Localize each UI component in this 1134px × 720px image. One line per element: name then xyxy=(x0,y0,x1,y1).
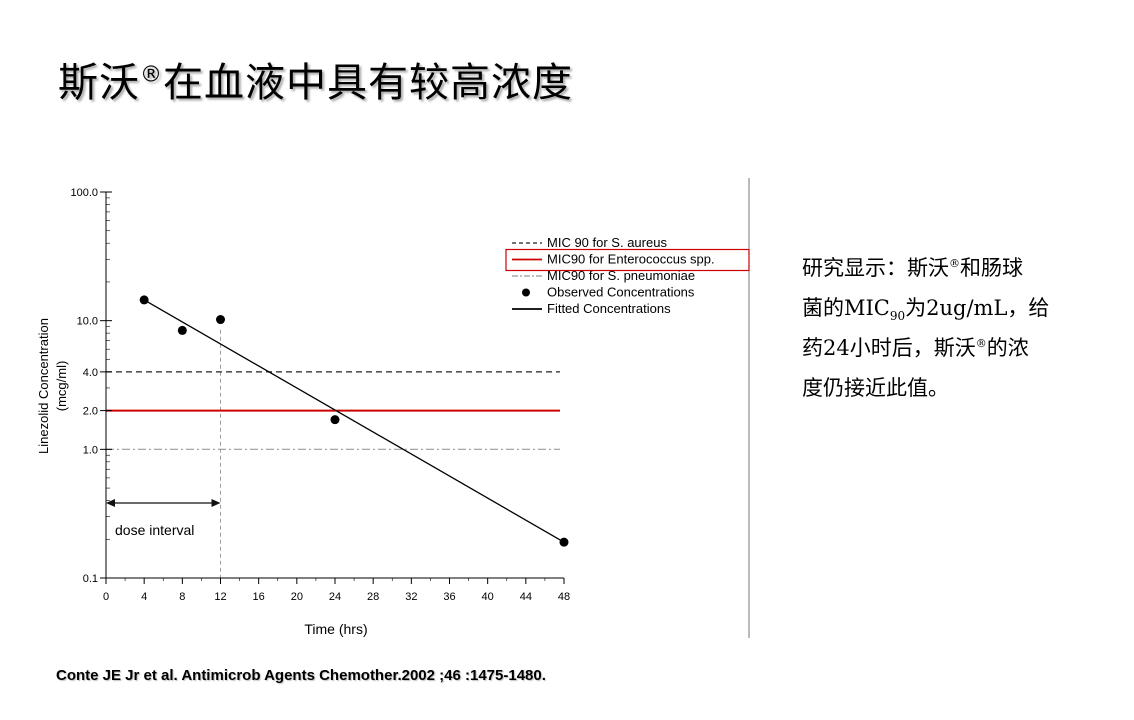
findings-line-3: 药24小时后，斯沃®的浓 xyxy=(802,328,1102,368)
findings-text-part: 和肠球 xyxy=(960,256,1023,280)
x-tick-label: 12 xyxy=(214,591,226,603)
title-registered-mark: ® xyxy=(140,62,163,88)
axes-layer: 100.010.04.02.01.00.10 4 8 12 16 20 24 28 32 36 40… xyxy=(70,187,570,603)
findings-text-part: 的浓 xyxy=(986,336,1029,360)
dose-interval-arrow-right xyxy=(211,499,221,507)
citation: Conte JE Jr et al. Antimicrob Agents Che… xyxy=(56,667,546,684)
y-axis-label-group: Linezolid Concentration (mcg/ml) xyxy=(36,318,69,454)
registered-mark: ® xyxy=(975,337,987,350)
x-tick-label: 20 xyxy=(291,591,303,603)
x-tick-label: 32 xyxy=(405,591,417,603)
observed-concentration-point xyxy=(330,415,340,425)
findings-line-4: 度仍接近此值。 xyxy=(802,376,949,400)
x-tick-label: 8 xyxy=(179,591,185,603)
y-tick-label: 2.0 xyxy=(83,406,98,418)
legend-label: MIC90 for S. pneumoniae xyxy=(547,268,695,283)
x-tick-label: 44 xyxy=(520,591,532,603)
x-tick-label: 48 xyxy=(558,591,570,603)
y-axis-label-line1: Linezolid Concentration xyxy=(36,318,51,454)
fitted-concentration-line xyxy=(143,299,565,543)
legend-highlight-box xyxy=(505,248,750,272)
dose-interval-arrow-left xyxy=(106,499,115,507)
legend-label: MIC 90 for S. aureus xyxy=(547,235,667,250)
x-tick-label: 40 xyxy=(482,591,494,603)
findings-line-2: 菌的MIC90为2ug/mL，给 xyxy=(802,288,1102,328)
legend-swatch-dot xyxy=(522,288,530,297)
x-tick-label: 24 xyxy=(329,591,341,603)
observed-concentration-point xyxy=(177,325,187,335)
registered-mark: ® xyxy=(949,257,960,270)
findings-text-part: 为2ug/mL，给 xyxy=(905,296,1050,320)
legend: MIC 90 for S. aureus MIC90 for Enterococc… xyxy=(505,235,750,316)
legend-label: Observed Concentrations xyxy=(547,285,695,300)
title-rest: 在血液中具有较高浓度 xyxy=(163,60,573,106)
y-tick-label: 10.0 xyxy=(77,316,98,328)
legend-label: MIC90 for Enterococcus spp. xyxy=(547,252,715,267)
findings-text-part: 研究显示：斯沃 xyxy=(802,256,949,280)
y-tick-label: 4.0 xyxy=(83,367,98,379)
x-tick-label: 0 xyxy=(103,591,109,603)
series-layer xyxy=(139,295,569,547)
slide-title: 斯沃®在血液中具有较高浓度 xyxy=(58,50,573,108)
x-tick-label: 28 xyxy=(367,591,379,603)
dose-interval-label: dose interval xyxy=(115,522,194,538)
findings-text: 研究显示：斯沃®和肠球 菌的MIC90为2ug/mL，给 药24小时后，斯沃®的… xyxy=(802,248,1102,408)
y-tick-label: 100.0 xyxy=(70,187,98,199)
title-main: 斯沃 xyxy=(58,60,140,106)
x-axis-label: Time (hrs) xyxy=(304,621,367,637)
y-axis-label-line2: (mcg/ml) xyxy=(54,361,69,412)
x-tick-label: 4 xyxy=(141,591,147,603)
mic-subscript: 90 xyxy=(889,309,906,324)
chart-grid-layer: dose interval xyxy=(106,178,750,638)
legend-label: Fitted Concentrations xyxy=(547,301,671,316)
y-tick-label: 1.0 xyxy=(83,444,98,456)
x-tick-label: 16 xyxy=(253,591,265,603)
observed-concentration-point xyxy=(139,295,149,305)
findings-line-1: 研究显示：斯沃®和肠球 xyxy=(802,248,1102,288)
x-tick-label: 36 xyxy=(443,591,455,603)
concentration-chart: dose interval 100.010.04.02.01.00.10 4 8 12… xyxy=(36,178,750,638)
findings-text-part: 菌的MIC xyxy=(802,296,890,320)
y-tick-label: 0.1 xyxy=(83,573,98,585)
observed-concentration-point xyxy=(216,315,225,325)
reference-lines-layer xyxy=(106,371,560,450)
findings-text-part: 药24小时后，斯沃 xyxy=(802,336,976,360)
